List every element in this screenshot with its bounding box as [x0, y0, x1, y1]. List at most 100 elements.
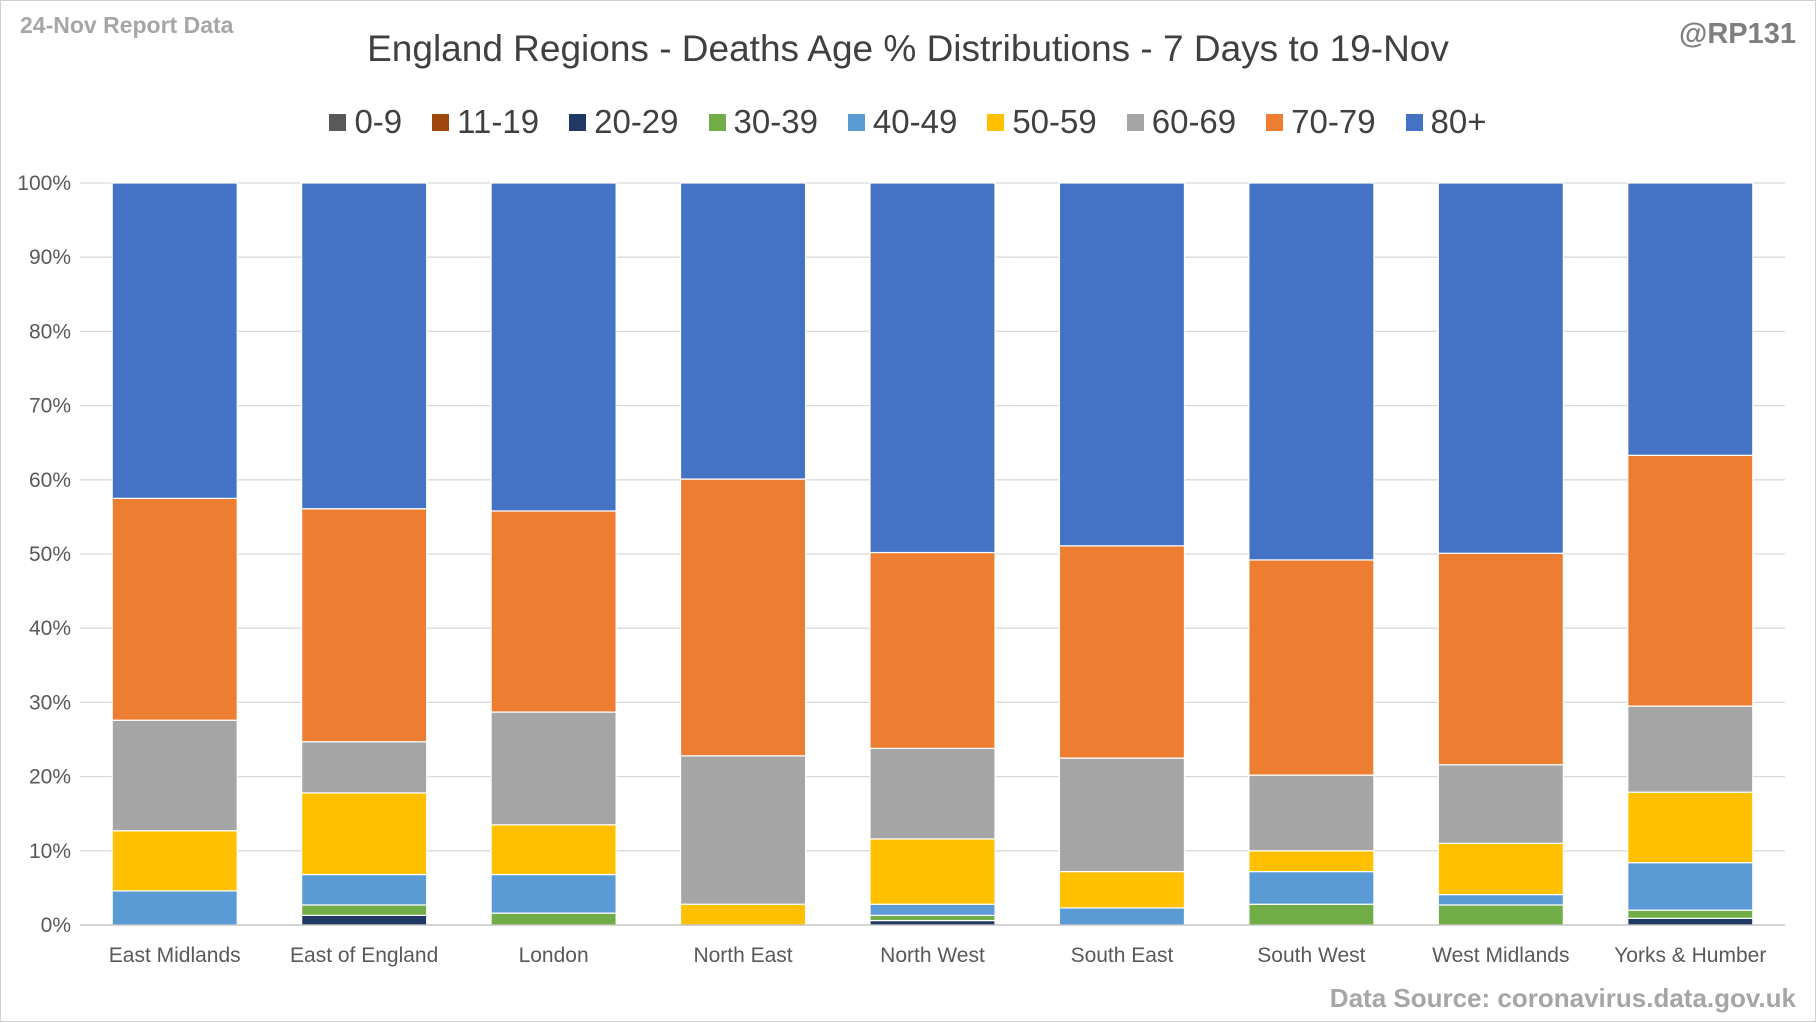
legend-item: 20-29	[569, 103, 679, 141]
legend-swatch	[1405, 113, 1423, 131]
legend-swatch	[987, 113, 1005, 131]
legend-item: 0-9	[329, 103, 402, 141]
data-source-note: Data Source: coronavirus.data.gov.uk	[1329, 983, 1796, 1013]
legend-item: 60-69	[1126, 103, 1237, 141]
legend-swatch	[847, 113, 865, 131]
x-tick-label: South West	[1257, 944, 1365, 967]
legend-item: 80+	[1405, 103, 1487, 141]
y-tick-label: 0%	[41, 914, 71, 937]
bar-segment	[869, 551, 996, 750]
bar-segment	[111, 719, 238, 832]
bar-segment	[679, 755, 807, 905]
legend-swatch	[432, 113, 450, 131]
y-tick-label: 50%	[29, 543, 71, 566]
chart-title: England Regions - Deaths Age % Distribut…	[367, 28, 1449, 69]
y-tick-label: 40%	[29, 617, 71, 640]
bar-segment	[1058, 870, 1186, 909]
bar-segment	[1248, 774, 1375, 852]
x-tick-label: South East	[1071, 944, 1174, 967]
y-tick-label: 80%	[29, 320, 71, 343]
bar-segment	[1627, 454, 1754, 707]
legend-label: 40-49	[872, 103, 958, 140]
legend-label: 11-19	[457, 103, 540, 140]
bar-segment	[301, 873, 428, 906]
legend-swatch	[708, 113, 726, 131]
legend-label: 70-79	[1291, 103, 1376, 140]
y-tick-label: 90%	[29, 246, 71, 269]
bar-segment	[1627, 182, 1754, 456]
y-tick-label: 30%	[29, 691, 71, 714]
bar-segment	[301, 508, 428, 743]
bar-segment	[869, 914, 996, 922]
report-label: 24-Nov Report Data	[20, 12, 234, 38]
legend-label: 0-9	[354, 103, 403, 140]
x-tick-label: North East	[693, 944, 792, 967]
bar-segment	[490, 510, 617, 713]
legend-swatch	[1266, 113, 1284, 131]
y-tick-label: 10%	[29, 840, 71, 863]
bar-segment	[111, 890, 238, 926]
bar-segment	[1437, 893, 1564, 906]
bar-segment	[111, 830, 238, 892]
x-tick-label: London	[519, 944, 589, 967]
bar-segment	[301, 182, 428, 510]
bar-segment	[111, 497, 238, 721]
bar-segment	[1248, 850, 1375, 873]
x-tick-label: East Midlands	[109, 944, 241, 967]
y-tick-label: 100%	[17, 172, 71, 195]
legend-label: 30-39	[733, 103, 818, 140]
bar-segment	[679, 903, 807, 926]
bar-segment	[1058, 757, 1186, 873]
legend-item: 40-49	[847, 103, 958, 141]
bar-segment	[1437, 764, 1564, 844]
bar-segment	[111, 182, 238, 499]
bar-segment	[301, 904, 428, 916]
x-tick-label: Yorks & Humber	[1614, 944, 1766, 967]
bar-segment	[869, 838, 996, 905]
author-handle: @RP131	[1679, 18, 1796, 50]
bar-segment	[490, 912, 617, 926]
bar-segment	[679, 182, 807, 480]
legend-item: 70-79	[1266, 103, 1376, 141]
legend-swatch	[1126, 113, 1144, 131]
bar-segment	[1627, 791, 1754, 864]
bar-segment	[679, 478, 807, 757]
chart-legend: 0-9 11-19 20-29 30-39 40-49 50-59 60-69 70-79 80…	[0, 103, 1816, 141]
bar-segment	[1627, 705, 1754, 793]
bar-segment	[1627, 909, 1754, 919]
bar-segment	[1248, 903, 1375, 926]
bar-segment	[490, 182, 617, 512]
legend-label: 50-59	[1012, 103, 1097, 140]
bar-segment	[1437, 842, 1564, 896]
legend-item: 30-39	[708, 103, 818, 141]
bar-segment	[1248, 870, 1375, 905]
legend-label: 60-69	[1151, 103, 1237, 140]
bar-segment	[1248, 559, 1375, 776]
bar-segment	[490, 711, 617, 826]
bar-segment	[869, 903, 996, 916]
legend-swatch	[329, 113, 347, 131]
legend-swatch	[569, 113, 587, 131]
legend-label: 20-29	[594, 103, 679, 140]
bar-segment	[301, 914, 428, 926]
bar-segment	[1437, 552, 1564, 766]
y-tick-label: 70%	[29, 395, 71, 418]
bar-segment	[301, 741, 428, 794]
bar-segment	[1058, 182, 1186, 547]
y-tick-label: 60%	[29, 469, 71, 492]
x-tick-label: East of England	[290, 944, 438, 967]
x-tick-label: West Midlands	[1432, 944, 1569, 967]
bar-segment	[869, 919, 996, 926]
bar-segment	[1437, 904, 1564, 926]
legend-item: 50-59	[987, 103, 1097, 141]
bar-segment	[1437, 182, 1564, 554]
bar-segment	[301, 792, 428, 876]
bar-segment	[1627, 917, 1754, 926]
bar-segment	[1248, 182, 1375, 561]
legend-label: 80+	[1430, 103, 1487, 140]
bar-segment	[869, 182, 996, 554]
x-tick-label: North West	[880, 944, 985, 967]
bar-segment	[1627, 862, 1754, 911]
bar-segment	[490, 824, 617, 876]
